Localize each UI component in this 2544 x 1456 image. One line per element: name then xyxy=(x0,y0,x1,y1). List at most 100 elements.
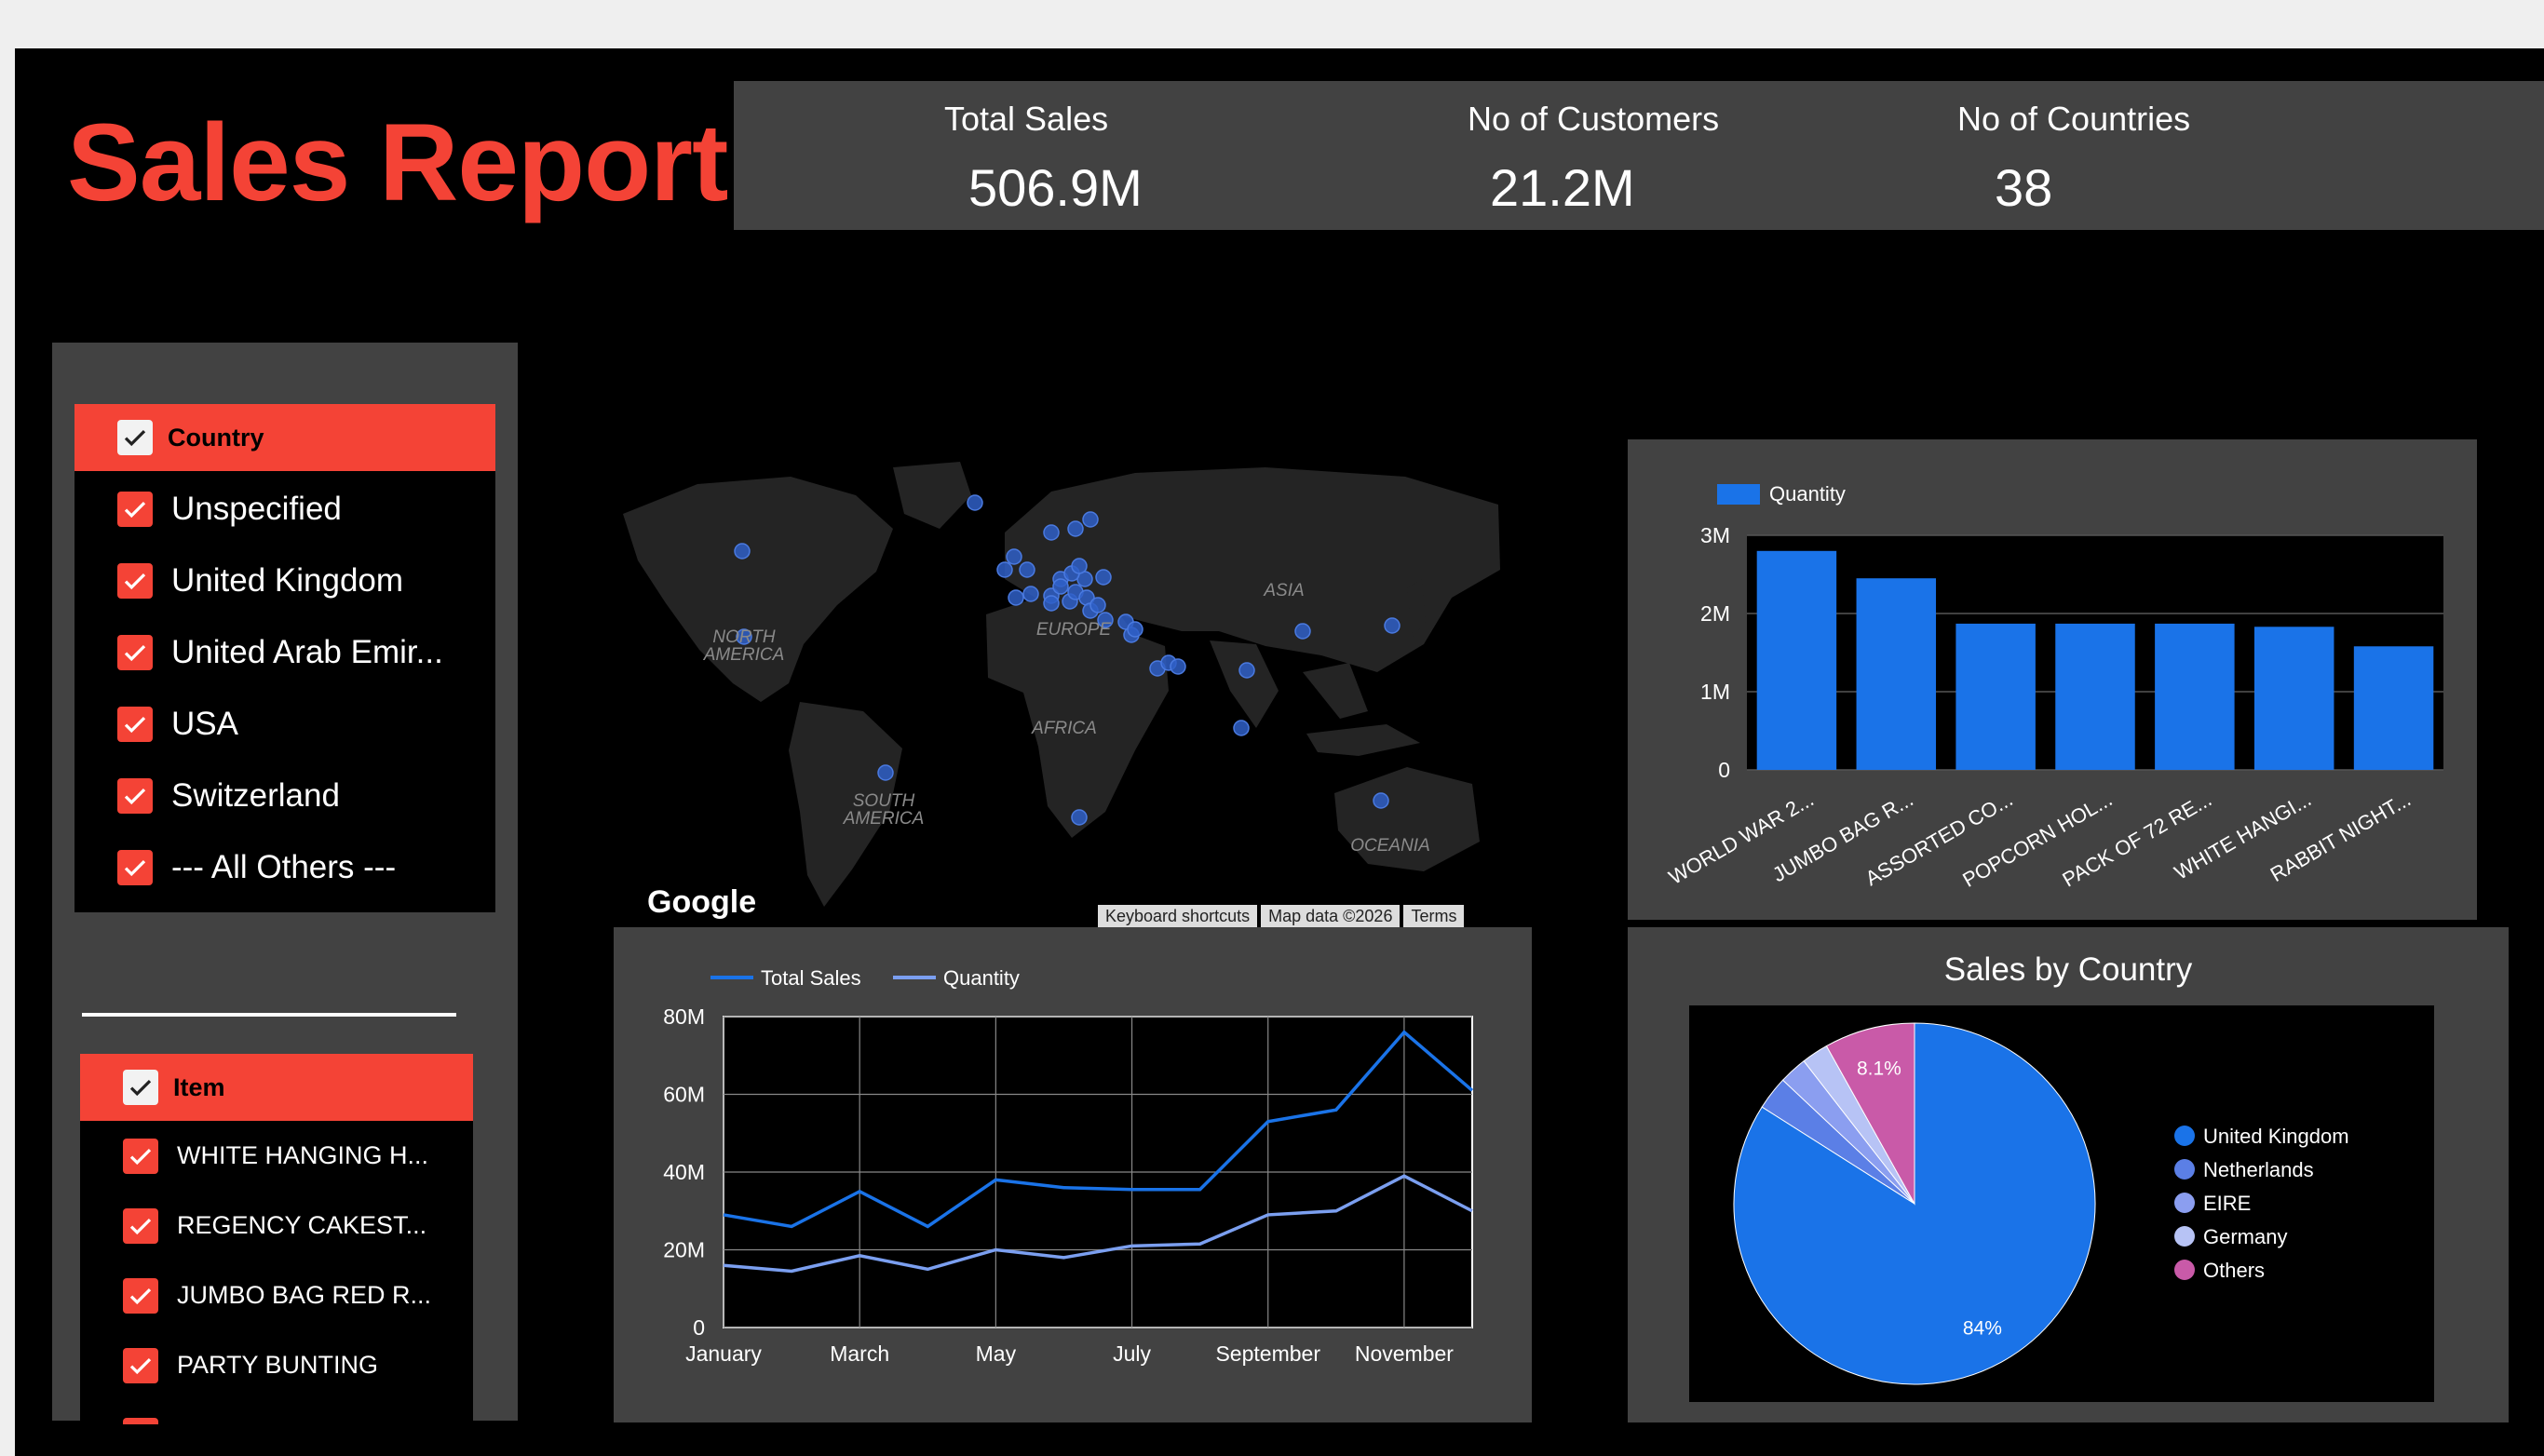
option-checkbox[interactable] xyxy=(117,562,153,599)
terms-link[interactable]: Terms xyxy=(1403,905,1465,929)
map-marker[interactable] xyxy=(1006,548,1022,565)
filter-option[interactable]: United Arab Emir... xyxy=(74,616,495,688)
check-icon xyxy=(124,788,146,804)
map-marker[interactable] xyxy=(1294,623,1311,640)
select-all-checkbox[interactable] xyxy=(123,1070,158,1105)
line-chart[interactable]: 0 20M 40M 60M 80M January March May July Septembe… xyxy=(614,927,1532,1422)
country-filter[interactable]: Country Unspecified United Kingdom United … xyxy=(74,404,495,912)
y-tick-label: 0 xyxy=(1718,758,1730,782)
map-marker[interactable] xyxy=(1008,589,1024,606)
kpi-countries-label: No of Countries xyxy=(1957,100,2191,138)
map-marker[interactable] xyxy=(1238,662,1255,679)
option-checkbox[interactable] xyxy=(123,1417,158,1425)
map-markers xyxy=(734,494,1401,826)
pie-chart[interactable]: 84% 8.1% United Kingdom Netherlands EIRE Germ… xyxy=(1689,1005,2434,1402)
bar[interactable] xyxy=(1955,623,2036,770)
keyboard-shortcuts-link[interactable]: Keyboard shortcuts xyxy=(1098,905,1258,929)
x-tick-label: July xyxy=(1113,1341,1151,1366)
option-checkbox[interactable] xyxy=(117,634,153,670)
y-tick-label: 60M xyxy=(663,1083,705,1107)
series-line[interactable] xyxy=(723,1030,1474,1229)
check-icon xyxy=(129,1218,152,1234)
slice-label: 84% xyxy=(1963,1318,2002,1340)
map-marker[interactable] xyxy=(1043,595,1060,612)
map-marker[interactable] xyxy=(1127,621,1143,638)
filter-option[interactable]: WHITE HANGING H... xyxy=(80,1121,473,1191)
y-tick-label: 2M xyxy=(1700,601,1730,626)
check-icon xyxy=(124,859,146,876)
pie-slice[interactable] xyxy=(1825,1022,1915,1206)
filter-option-label: --- All Others --- xyxy=(171,848,397,885)
map-label-africa: AFRICA xyxy=(1031,719,1097,738)
bar[interactable] xyxy=(2253,627,2334,770)
divider xyxy=(82,1013,456,1017)
option-checkbox[interactable] xyxy=(123,1138,158,1174)
map-marker[interactable] xyxy=(1082,511,1099,528)
dashboard-canvas: Sales Report Total Sales 506.9M No of Cu… xyxy=(15,48,2544,1456)
option-checkbox[interactable] xyxy=(117,491,153,527)
map-marker[interactable] xyxy=(967,494,983,511)
option-checkbox[interactable] xyxy=(117,706,153,742)
option-checkbox[interactable] xyxy=(117,777,153,814)
world-map[interactable]: NORTH AMERICA EUROPE ASIA AFRICA SOUTH AME… xyxy=(614,439,1517,933)
map-marker[interactable] xyxy=(1384,617,1401,634)
bar[interactable] xyxy=(2353,646,2434,770)
check-icon xyxy=(124,573,146,589)
option-checkbox[interactable] xyxy=(123,1207,158,1244)
option-checkbox[interactable] xyxy=(123,1277,158,1314)
filter-option[interactable]: USA xyxy=(74,688,495,760)
map-marker[interactable] xyxy=(1089,597,1106,613)
map-marker[interactable] xyxy=(1233,720,1250,736)
map-marker[interactable] xyxy=(1022,586,1039,602)
map-marker[interactable] xyxy=(1043,524,1060,541)
map-marker[interactable] xyxy=(734,543,751,559)
legend-label: Germany xyxy=(2203,1225,2287,1248)
landmass xyxy=(623,462,1500,907)
check-icon xyxy=(124,644,146,661)
map-marker[interactable] xyxy=(996,561,1013,578)
map-footer: Keyboard shortcuts Map data ©2026 Terms xyxy=(1098,905,1465,929)
legend-label: Quantity xyxy=(1769,482,1846,506)
country-filter-header[interactable]: Country xyxy=(74,404,495,471)
map-marker[interactable] xyxy=(1095,569,1112,586)
google-logo: Google xyxy=(647,884,757,920)
country-filter-title: Country xyxy=(168,423,264,452)
map-marker[interactable] xyxy=(1067,520,1084,537)
map-marker[interactable] xyxy=(1019,561,1035,578)
filter-option[interactable]: LUNCH BAG RED R... xyxy=(80,1400,473,1424)
map-marker[interactable] xyxy=(1097,612,1114,628)
filter-option[interactable]: Switzerland xyxy=(74,760,495,831)
bar[interactable] xyxy=(2155,623,2235,770)
y-tick-label: 20M xyxy=(663,1238,705,1262)
map-marker[interactable] xyxy=(1071,558,1088,574)
item-filter[interactable]: Item WHITE HANGING H... REGENCY CAKEST...… xyxy=(80,1054,473,1424)
map-marker[interactable] xyxy=(1071,809,1088,826)
kpi-total-sales-value: 506.9M xyxy=(968,158,1143,217)
filter-panel: Country Unspecified United Kingdom United … xyxy=(52,343,518,1424)
bar[interactable] xyxy=(1856,578,1937,770)
map-marker[interactable] xyxy=(1170,658,1186,675)
check-icon xyxy=(124,716,146,733)
bar[interactable] xyxy=(2055,623,2135,770)
series-line[interactable] xyxy=(723,1174,1473,1274)
map-marker[interactable] xyxy=(736,628,752,645)
bar[interactable] xyxy=(1756,550,1837,770)
x-tick-label: May xyxy=(976,1341,1017,1366)
map-marker[interactable] xyxy=(877,764,894,781)
filter-option[interactable]: United Kingdom xyxy=(74,545,495,616)
filter-option[interactable]: --- All Others --- xyxy=(74,831,495,903)
filter-option[interactable]: JUMBO BAG RED R... xyxy=(80,1261,473,1330)
option-checkbox[interactable] xyxy=(123,1347,158,1383)
check-icon xyxy=(127,1422,155,1425)
option-checkbox[interactable] xyxy=(117,849,153,885)
map-marker[interactable] xyxy=(1052,578,1069,595)
filter-option[interactable]: REGENCY CAKEST... xyxy=(80,1191,473,1261)
filter-option-label: REGENCY CAKEST... xyxy=(177,1211,427,1239)
geo-map[interactable]: NORTH AMERICA EUROPE ASIA AFRICA SOUTH AME… xyxy=(614,439,1517,933)
select-all-checkbox[interactable] xyxy=(117,420,153,455)
item-filter-header[interactable]: Item xyxy=(80,1054,473,1121)
filter-option[interactable]: PARTY BUNTING xyxy=(80,1330,473,1400)
map-marker[interactable] xyxy=(1373,792,1389,809)
filter-option[interactable]: Unspecified xyxy=(74,473,495,545)
